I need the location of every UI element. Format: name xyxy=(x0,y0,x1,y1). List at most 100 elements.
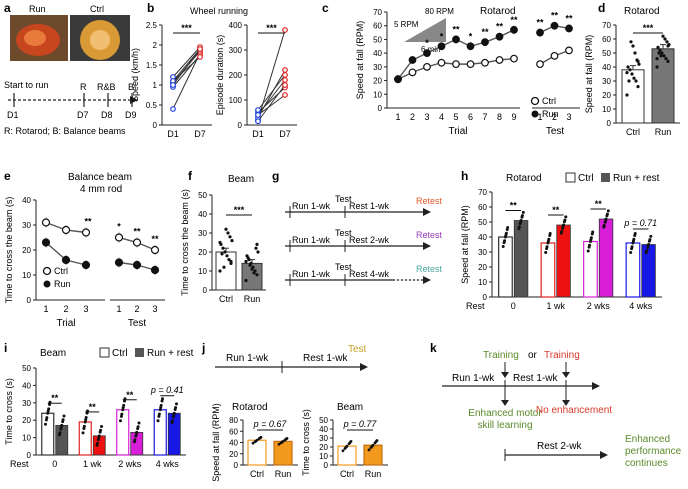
k-diagram: Run 1-wk Rest 1-wk Training or Training Enhan… xyxy=(442,350,682,469)
c-title: Rotarod xyxy=(480,6,516,17)
b-left-pair-line xyxy=(172,46,201,78)
c-y-tick-label: 30 xyxy=(373,63,382,72)
j-right-y-tick-label: 40 xyxy=(319,425,328,434)
h-dot-ctrl xyxy=(545,247,549,251)
h-y-tick-label: 0 xyxy=(483,293,488,302)
k-timeline-arrow xyxy=(592,382,600,390)
c-trial-sig: ** xyxy=(510,15,518,25)
day-d1: D1 xyxy=(7,110,19,120)
marker-b: B xyxy=(128,82,134,92)
i-x-label: 0 xyxy=(52,459,57,469)
c-trial-x-label: 9 xyxy=(511,112,516,122)
j-rest-label: Rest 1-wk xyxy=(303,353,348,364)
f-dot xyxy=(229,259,233,264)
c-trial-x-label: 5 xyxy=(453,112,458,122)
c-trial-x-label: 2 xyxy=(410,112,415,122)
d-y-tick-label: 20 xyxy=(602,91,611,100)
b-right-y-tick-label: 200 xyxy=(229,71,243,80)
g-row-arrow xyxy=(423,208,431,216)
i-dot-ctrl xyxy=(160,399,164,403)
f-dot xyxy=(248,263,252,267)
c-test-run-point xyxy=(536,28,544,37)
e-legend-ctrl-marker xyxy=(42,266,52,276)
e-trial-sig: ** xyxy=(84,217,92,227)
d-dot xyxy=(629,40,633,44)
f-dot xyxy=(224,227,228,231)
h-dot-run xyxy=(562,223,566,227)
f-dot xyxy=(218,240,222,245)
i-title: Beam xyxy=(40,348,66,359)
h-y-tick-label: 30 xyxy=(478,248,487,257)
e-trial-run-point xyxy=(81,260,91,270)
i-dot-ctrl xyxy=(44,422,47,426)
j-right-x-label: Run xyxy=(365,469,382,479)
g-row-retest: Retest xyxy=(416,230,443,240)
e-test-ctrl-point xyxy=(150,245,160,255)
i-legend-ctrl: Ctrl xyxy=(112,348,128,359)
h-dot-ctrl xyxy=(544,250,548,254)
i-rest-label: Rest xyxy=(10,459,29,469)
i-dot-run xyxy=(170,419,174,423)
i-dot-ctrl xyxy=(156,419,160,423)
j-right-p-value: p = 0.77 xyxy=(343,419,378,429)
h-dot-run xyxy=(602,223,606,227)
panel-letter-c: c xyxy=(322,1,329,15)
e-y-tick-label: 30 xyxy=(22,221,31,230)
f-dot xyxy=(250,267,254,271)
c-test-sig: ** xyxy=(565,13,573,23)
f-dot xyxy=(228,235,232,239)
i-dot-run xyxy=(100,424,103,428)
b-right-y-label: Episode duration (s) xyxy=(215,35,225,116)
e-legend-ctrl: Ctrl xyxy=(54,266,68,276)
k-training-2: Training xyxy=(544,350,580,361)
d-dot xyxy=(636,59,640,64)
k-perf-3: continues xyxy=(625,458,668,469)
j-left-y-tick-label: 40 xyxy=(229,439,238,448)
j-right-dot xyxy=(369,446,373,449)
d-dot xyxy=(663,37,667,41)
b-left-point-d1 xyxy=(170,82,176,88)
e-test-x-label: 1 xyxy=(116,304,121,314)
e-trial-ctrl-point xyxy=(61,225,71,235)
i-dot-run xyxy=(61,418,65,422)
b-right-sig-label: *** xyxy=(266,23,277,33)
j-left-y-tick-label: 80 xyxy=(229,416,238,425)
h-dot-run xyxy=(648,238,652,242)
k-no-enh: No enhancement xyxy=(536,405,612,416)
h-dot-run xyxy=(645,249,649,253)
i-g2-sig-label: ** xyxy=(126,390,134,400)
b-right-point-d7 xyxy=(282,82,288,88)
f-dot xyxy=(218,269,222,273)
i-dot-ctrl xyxy=(46,411,50,415)
i-dot-ctrl xyxy=(119,419,122,423)
h-dot-ctrl xyxy=(631,241,635,245)
f-y-tick-label: 30 xyxy=(198,229,207,238)
j-right-bar xyxy=(337,445,357,466)
e-legend: Ctrl Run xyxy=(42,266,71,289)
day-d8: D8 xyxy=(101,110,113,120)
h-dot-ctrl xyxy=(501,244,505,248)
j-left-dot xyxy=(279,441,283,445)
g-row-rest: Rest 1-wk xyxy=(349,201,390,211)
j-right-bar xyxy=(363,444,383,466)
c-trial-ctrl-point xyxy=(408,68,417,77)
h-dot-ctrl xyxy=(590,232,594,236)
h-x-label: 1 wk xyxy=(546,301,565,311)
g-row-rest: Rest 2-wk xyxy=(349,235,390,245)
c-trial-x-label: 1 xyxy=(395,112,400,122)
c-test-sig: ** xyxy=(536,18,544,28)
c-y-tick-label: 0 xyxy=(378,104,383,113)
panel-letter-f: f xyxy=(188,169,193,183)
i-dot-ctrl xyxy=(81,431,85,435)
f-y-tick-label: 50 xyxy=(198,191,207,200)
i-x-label: 4 wks xyxy=(156,459,180,469)
j-left-x-label: Run xyxy=(275,469,292,479)
d-dot xyxy=(666,44,670,48)
i-dot-run xyxy=(95,441,99,445)
e-trial-ctrl-point xyxy=(41,218,51,227)
f-y-tick-label: 40 xyxy=(198,210,207,219)
b-left-point-d1 xyxy=(170,106,176,112)
g-row-arrow xyxy=(423,242,431,250)
h-dot-run xyxy=(560,229,564,233)
